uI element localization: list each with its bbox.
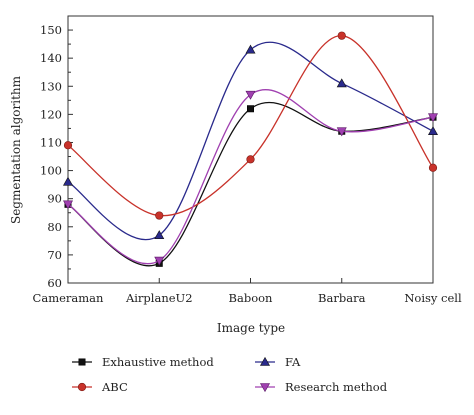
series-line-exhaustive-method <box>67 101 434 267</box>
x-tick-label: Cameraman <box>33 291 104 305</box>
data-point-research-method <box>154 256 165 266</box>
series-research-method <box>62 89 439 266</box>
y-tick-label: 130 <box>40 79 62 93</box>
data-point-fa <box>245 44 256 54</box>
series-abc <box>63 31 438 220</box>
data-point-fa <box>427 126 439 136</box>
series-layer <box>62 31 439 267</box>
legend-swatch-marker <box>259 383 271 393</box>
data-point-research-method <box>427 113 439 123</box>
y-tick-label: 60 <box>47 276 62 290</box>
series-exhaustive-method <box>64 101 437 267</box>
data-point-fa <box>154 230 165 240</box>
legend: Exhaustive method ABC FA Research method <box>72 355 388 394</box>
series-line-abc <box>67 35 434 217</box>
legend-item-abc: ABC <box>72 380 128 394</box>
data-point-abc <box>246 155 255 164</box>
y-tick-label: 150 <box>40 23 62 37</box>
legend-swatch-marker <box>259 356 271 366</box>
data-point-abc <box>428 163 438 172</box>
y-tick-label: 140 <box>40 51 62 65</box>
x-axis-title: Image type <box>217 321 285 335</box>
y-tick-label: 80 <box>47 220 62 234</box>
legend-label: FA <box>285 355 301 369</box>
axes: 60 70 80 90 100 110 120 130 140 150 Cameraman Airpl… <box>33 15 462 305</box>
series-line-research-method <box>67 89 434 265</box>
plot-frame <box>67 15 434 284</box>
legend-swatch-marker <box>78 358 86 366</box>
y-tick-label: 90 <box>47 192 62 206</box>
data-point-research-method <box>245 90 256 100</box>
legend-item-exhaustive-method: Exhaustive method <box>72 355 214 369</box>
y-tick-label: 120 <box>40 107 62 121</box>
data-point-abc <box>155 211 164 220</box>
x-tick-label: Baboon <box>229 291 274 305</box>
series-fa <box>62 41 439 241</box>
series-line-fa <box>67 41 434 241</box>
legend-label: Research method <box>285 380 388 394</box>
data-point-exhaustive-method <box>247 105 255 113</box>
data-point-research-method <box>62 200 74 210</box>
data-point-fa <box>62 176 74 186</box>
legend-label: ABC <box>101 380 128 394</box>
y-tick-label: 100 <box>40 164 62 178</box>
x-tick-label: Barbara <box>318 291 366 305</box>
data-point-fa <box>336 78 347 88</box>
legend-item-research-method: Research method <box>255 380 388 394</box>
y-tick-label: 110 <box>40 135 62 149</box>
x-tick-label: Noisy cell <box>404 291 462 305</box>
data-point-abc <box>337 31 346 40</box>
y-tick-label: 70 <box>47 248 62 262</box>
legend-label: Exhaustive method <box>102 355 214 369</box>
y-axis-title: Segmentation algorithm <box>9 75 23 224</box>
data-point-abc <box>63 141 73 150</box>
legend-swatch-marker <box>77 382 87 392</box>
data-point-research-method <box>336 127 347 137</box>
x-tick-label: AirplaneU2 <box>125 291 193 305</box>
legend-item-fa: FA <box>255 355 301 369</box>
